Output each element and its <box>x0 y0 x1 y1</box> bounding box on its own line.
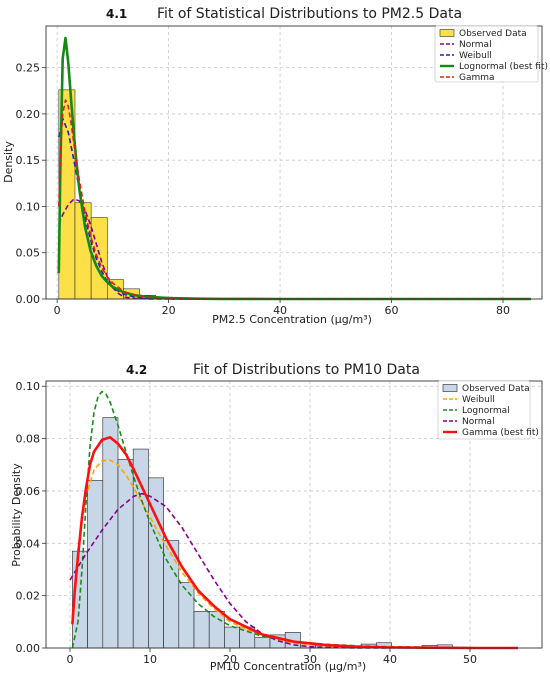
histogram-bars <box>72 417 484 649</box>
series-line-normal <box>69 492 390 649</box>
x-tick-label: 10 <box>143 653 157 666</box>
legend-label: Gamma (best fit) <box>462 428 539 438</box>
legend-label: Observed Data <box>459 29 527 39</box>
y-tick-label: 0.08 <box>16 433 41 446</box>
series-line-gamma-best-fit <box>71 435 518 650</box>
x-tick-label: 40 <box>273 304 287 317</box>
legend-box <box>434 25 539 83</box>
y-tick-label: 0.10 <box>16 200 41 213</box>
histogram-bar <box>117 459 134 649</box>
y-tick-label: 0.15 <box>16 154 41 167</box>
legend-swatch <box>442 384 458 392</box>
plot-frame <box>45 25 543 300</box>
histogram-bar <box>102 417 119 649</box>
y-tick-label: 0.05 <box>16 247 41 260</box>
chart-pm25-panel: 4.1 Fit of Statistical Distributions to … <box>2 6 548 326</box>
legend-label: Gamma <box>459 73 495 83</box>
histogram-bar <box>208 611 225 649</box>
histogram-bar <box>178 582 195 649</box>
legend-label: Weibull <box>462 395 495 405</box>
y-axis-label: Probability Density <box>10 463 23 567</box>
legend-label: Observed Data <box>462 384 530 394</box>
x-tick-label: 80 <box>496 304 510 317</box>
x-tick-label: 20 <box>162 304 176 317</box>
histogram-bar <box>87 480 104 649</box>
histogram-bar <box>254 637 271 649</box>
x-tick-label: 60 <box>385 304 399 317</box>
legend-label: Normal <box>459 40 492 50</box>
x-axis-label: PM2.5 Concentration (µg/m³) <box>212 313 372 326</box>
series-line-gamma <box>58 99 531 300</box>
chart-title: Fit of Statistical Distributions to PM2.… <box>157 6 462 22</box>
y-tick-label: 0.00 <box>16 293 41 306</box>
x-tick-label: 40 <box>383 653 397 666</box>
panel-label: 4.1 <box>106 7 127 21</box>
legend-box <box>437 380 531 440</box>
histogram-bar <box>224 626 240 649</box>
chart-title: Fit of Distributions to PM10 Data <box>193 362 420 378</box>
y-tick-label: 0.20 <box>16 108 41 121</box>
series-line-weibull <box>58 117 531 300</box>
legend-swatch <box>439 29 455 37</box>
legend: Observed DataWeibullLognormalNormalGamma… <box>437 380 539 440</box>
y-tick-label: 0.25 <box>16 62 41 75</box>
x-axis-label: PM10 Concentration (µg/m³) <box>210 660 366 673</box>
chart-pm10-panel: 4.2 Fit of Distributions to PM10 Data PM… <box>10 362 543 673</box>
y-tick-label: 0.00 <box>16 642 41 655</box>
x-tick-label: 0 <box>67 653 74 666</box>
histogram-bar <box>193 611 210 649</box>
y-tick-label: 0.06 <box>16 485 41 498</box>
x-tick-label: 0 <box>54 304 61 317</box>
legend-label: Lognormal (best fit) <box>459 62 548 72</box>
x-tick-label: 50 <box>463 653 477 666</box>
panel-label: 4.2 <box>126 363 147 377</box>
y-tick-label: 0.10 <box>16 380 41 393</box>
x-tick-label: 30 <box>303 653 317 666</box>
legend-label: Weibull <box>459 51 492 61</box>
series-line-normal <box>58 198 531 300</box>
legend-label: Lognormal <box>462 406 510 416</box>
plot-frame <box>45 380 543 649</box>
histogram-bar <box>132 448 149 649</box>
y-tick-label: 0.04 <box>16 537 41 550</box>
legend-label: Normal <box>462 417 495 427</box>
y-tick-label: 0.02 <box>16 590 41 603</box>
x-tick-label: 20 <box>223 653 237 666</box>
y-axis-label: Density <box>2 141 15 183</box>
